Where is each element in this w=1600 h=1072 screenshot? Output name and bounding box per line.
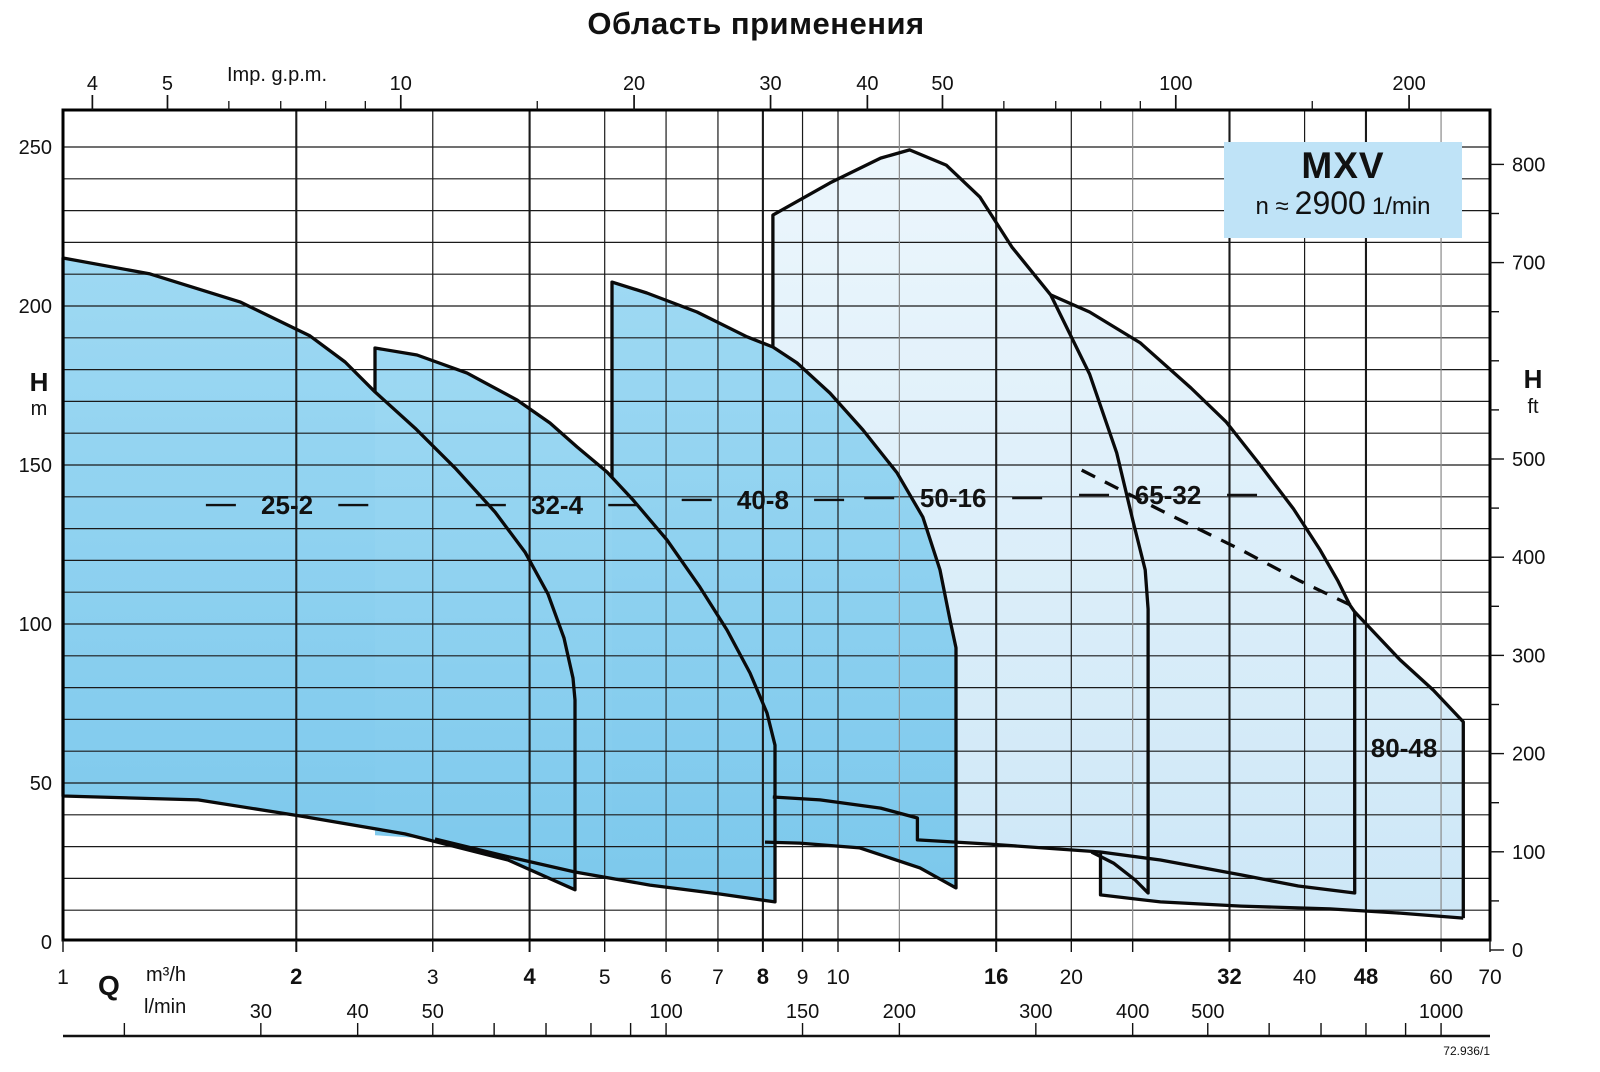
outline-80-48-hidden-top [1080,468,1356,609]
right-axis-unit: ft [1527,396,1539,419]
flow-axis-unit-lmin: l/min [144,996,187,1018]
gpm-tick-label: 20 [623,73,645,95]
pump-model-label: 40-8 [737,485,789,515]
left-axis-label: H m [16,367,62,421]
m3h-tick-label: 60 [1429,966,1452,989]
outline-25-2 [61,256,577,892]
pump-model-label: 80-48 [1371,733,1438,763]
right-axis-symbol: H [1523,364,1543,394]
m3h-tick-label: 10 [826,966,849,989]
right-axis-label: H ft [1508,364,1558,419]
lmin-tick-label: 100 [649,1001,682,1023]
rpm-unit: 1/min [1371,193,1431,220]
m3h-tick-label: 1 [57,966,69,989]
pump-series-name: MXV [1301,145,1385,186]
drawing-number: 72.936/1 [1443,1044,1490,1058]
outline-50-16 [771,148,1150,895]
m3h-tick-label: 3 [427,966,439,989]
gpm-tick-label: 100 [1159,73,1192,95]
pump-model-label: 50-16 [920,483,987,513]
outline-65-32 [1050,293,1357,895]
gpm-tick-label: 5 [162,73,173,95]
outline-bottom-light [772,795,1464,920]
pump-model-label: 65-32 [1135,480,1202,510]
lmin-tick-label: 1000 [1419,1001,1464,1023]
pump-model-label: 25-2 [261,490,313,520]
m3h-tick-label: 40 [1293,966,1316,989]
gpm-tick-label: 40 [856,73,878,95]
ft-tick-label: 300 [1512,645,1545,667]
pump-speed-line: n ≈2900 1/min [1224,185,1462,222]
m3h-tick-label: 9 [797,966,809,989]
ft-tick-label: 700 [1512,253,1545,275]
gpm-tick-label: 50 [931,73,953,95]
left-axis-symbol: H [29,367,49,397]
left-axis-tick-label: 200 [19,296,52,318]
left-axis-tick-label: 100 [19,614,52,636]
gpm-tick-label: 30 [759,73,781,95]
lmin-tick-label: 300 [1019,1001,1052,1023]
lmin-tick-label: 200 [883,1001,916,1023]
m3h-tick-label: 32 [1217,964,1241,989]
m3h-tick-label: 8 [757,964,769,989]
m3h-tick-label: 5 [599,966,611,989]
pump-model-label: 32-4 [531,490,584,520]
top-axis-unit-label: Imp. g.p.m. [226,64,328,86]
m3h-tick-label: 70 [1478,966,1501,989]
pump-series-badge: MXV n ≈2900 1/min [1224,142,1462,238]
left-axis-tick-label: 50 [30,773,52,795]
lmin-tick-label: 150 [786,1001,819,1023]
m3h-tick-label: 4 [523,964,536,989]
lmin-tick-label: 500 [1191,1001,1224,1023]
ft-tick-label: 0 [1512,940,1523,962]
left-axis-tick-label: 150 [19,455,52,477]
outline-32-4 [373,346,777,904]
ft-tick-label: 800 [1512,154,1545,176]
m3h-tick-label: 16 [984,964,1008,989]
rpm-value: 2900 [1294,185,1366,221]
rpm-prefix: n ≈ [1255,193,1289,220]
flow-axis-symbol: Q [98,970,120,1001]
left-axis-tick-label: 0 [41,932,52,954]
outline-40-8 [610,280,958,890]
lmin-tick-label: 50 [422,1001,444,1023]
m3h-tick-label: 7 [712,966,724,989]
ft-tick-label: 100 [1512,842,1545,864]
lmin-tick-label: 400 [1116,1001,1149,1023]
gpm-tick-label: 4 [87,73,98,95]
left-axis-unit: m [30,397,48,420]
lmin-tick-label: 30 [250,1001,272,1023]
lmin-tick-label: 40 [347,1001,369,1023]
left-axis-tick-label: 250 [19,137,52,159]
plot-border [61,108,1492,942]
m3h-tick-label: 2 [290,964,302,989]
m3h-tick-label: 20 [1060,966,1083,989]
ft-tick-label: 200 [1512,744,1545,766]
m3h-tick-label: 48 [1354,964,1378,989]
gpm-tick-label: 10 [390,73,412,95]
page-title: Область применения [587,6,925,41]
gpm-tick-label: 200 [1392,73,1425,95]
outline-80-48 [1353,610,1465,919]
flow-axis-unit-m3h: m³/h [146,964,186,986]
m3h-tick-label: 6 [660,966,672,989]
ft-tick-label: 400 [1512,547,1545,569]
ft-tick-label: 500 [1512,449,1545,471]
